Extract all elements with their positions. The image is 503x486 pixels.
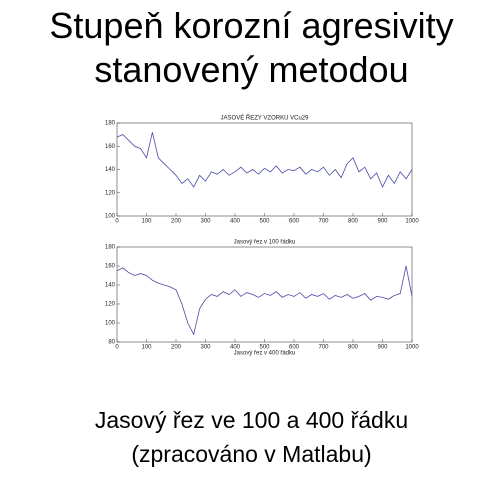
x-tick-label: 500 — [259, 345, 270, 351]
x-tick-label: 1000 — [405, 345, 419, 351]
x-tick-label: 400 — [230, 345, 241, 351]
x-tick-label: 500 — [259, 219, 270, 225]
x-tick-label: 100 — [141, 345, 152, 351]
x-tick-label: 200 — [171, 219, 182, 225]
chart-title: Jasový řez v 100 řádku — [234, 240, 296, 246]
y-tick-label: 160 — [105, 264, 116, 270]
y-tick-label: 160 — [105, 144, 116, 150]
x-tick-label: 600 — [289, 219, 300, 225]
plot-area — [116, 122, 413, 217]
x-tick-label: 900 — [377, 219, 388, 225]
chart-title: JASOVÉ ŘEZY VZORKU VCu29 — [221, 114, 310, 122]
data-line — [116, 132, 413, 188]
x-tick-label: 900 — [377, 345, 388, 351]
caption: (zpracováno v Matlabu) — [131, 441, 372, 467]
x-tick-label: 200 — [171, 345, 182, 351]
caption: Jasový řez ve 100 a 400 řádku — [94, 407, 409, 433]
y-tick-label: 100 — [105, 321, 116, 327]
y-tick-label: 120 — [105, 302, 116, 308]
plot-area — [116, 246, 413, 343]
x-tick-label: 300 — [200, 219, 211, 225]
x-tick-label: 400 — [230, 219, 241, 225]
x-tick-label: 0 — [115, 345, 119, 351]
x-tick-label: 700 — [318, 345, 329, 351]
x-axis-label: Jasový řez v 400 řádku — [234, 351, 296, 357]
x-tick-label: 700 — [318, 219, 329, 225]
x-tick-label: 600 — [289, 345, 300, 351]
slide-title: stanovený metodou — [94, 49, 409, 90]
slide-title: Stupeň korozní agresivity — [49, 5, 454, 46]
x-tick-label: 0 — [115, 219, 119, 225]
x-tick-label: 100 — [141, 219, 152, 225]
x-tick-label: 800 — [348, 219, 359, 225]
y-tick-label: 120 — [105, 190, 116, 196]
y-tick-label: 100 — [105, 214, 116, 220]
x-tick-label: 800 — [348, 345, 359, 351]
y-tick-label: 80 — [108, 340, 115, 346]
x-tick-label: 300 — [200, 345, 211, 351]
y-tick-label: 140 — [105, 167, 116, 173]
y-tick-label: 180 — [105, 245, 116, 251]
x-tick-label: 1000 — [405, 219, 419, 225]
y-tick-label: 180 — [105, 121, 116, 127]
data-line — [116, 265, 413, 336]
y-tick-label: 140 — [105, 283, 116, 289]
